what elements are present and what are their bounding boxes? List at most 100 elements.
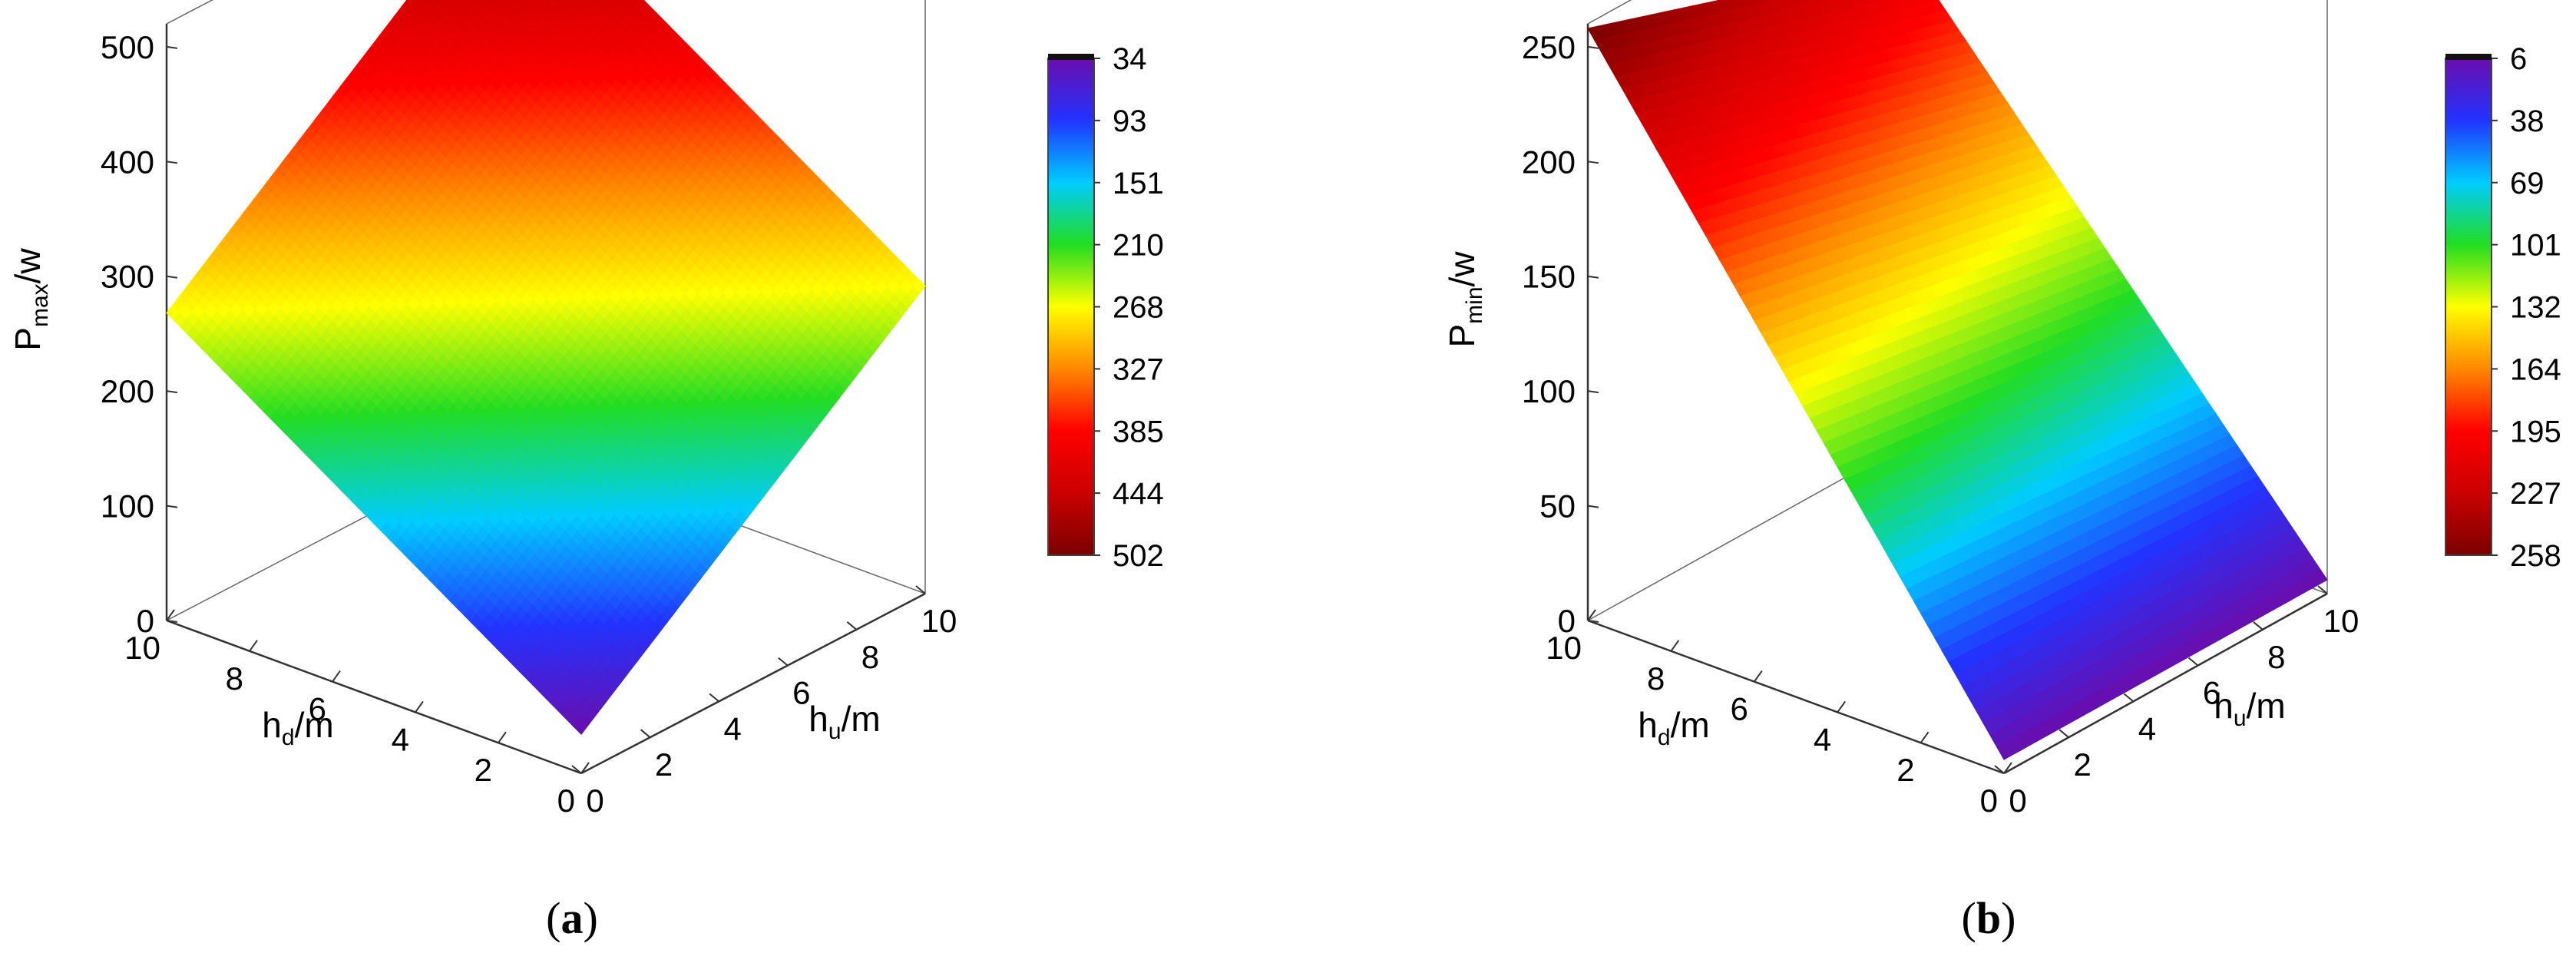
x-tick-label: 10 [1546, 630, 1582, 666]
y-tick-label: 2 [655, 746, 673, 783]
colorbar-tick-label: 132 [2510, 291, 2561, 325]
colorbar-tick-label: 327 [1113, 352, 1164, 386]
y-tick-label: 6 [792, 675, 810, 711]
y-tick-label: 0 [586, 783, 603, 819]
x-tick [166, 609, 175, 621]
x-tick-label: 10 [124, 630, 160, 666]
y-tick [2253, 621, 2264, 630]
z-tick-label: 500 [101, 29, 154, 65]
z-tick-label: 0 [1558, 603, 1576, 639]
colorbar-tick-label: 38 [2510, 104, 2545, 138]
x-tick [332, 670, 341, 683]
z-tick [166, 390, 178, 394]
y-tick [709, 693, 719, 703]
z-tick-label: 250 [1522, 29, 1576, 65]
colorbar [2445, 58, 2492, 556]
y-tick-label: 10 [921, 603, 957, 639]
x-axis-label: hd/m [1638, 705, 1709, 750]
colorbar-tick-label: 69 [2510, 167, 2545, 200]
y-tick-label: 0 [2009, 783, 2026, 819]
x-axis-label: hd/m [262, 705, 333, 750]
z-tick-label: 0 [137, 603, 154, 639]
z-tick-label: 300 [101, 259, 154, 295]
z-tick [166, 275, 178, 279]
z-tick-label: 400 [101, 144, 154, 180]
x-tick-label: 4 [392, 721, 409, 757]
y-tick-label: 2 [2074, 746, 2092, 783]
x-tick [2003, 762, 2012, 774]
x-tick [1753, 670, 1763, 683]
colorbar-tick-label: 6 [2510, 42, 2527, 76]
x-tick-label: 6 [309, 691, 326, 727]
z-tick-label: 100 [1522, 373, 1576, 409]
x-tick [1670, 640, 1680, 652]
colorbar-tick-label: 444 [1113, 477, 1164, 511]
y-tick [640, 729, 651, 738]
y-tick [571, 765, 582, 774]
colorbar-tick-label: 34 [1113, 42, 1147, 76]
z-axis-label: Pmin/w [1442, 251, 1487, 348]
z-tick-label: 100 [101, 488, 154, 525]
y-axis-line [2003, 592, 2328, 775]
y-tick [778, 657, 789, 667]
x-tick-label: 8 [226, 660, 243, 697]
x-axis-line [1587, 619, 2005, 775]
y-tick [915, 585, 926, 594]
y-tick [2123, 693, 2135, 703]
z-tick [1587, 160, 1599, 164]
y-tick-label: 4 [2138, 710, 2156, 746]
x-tick [249, 640, 258, 652]
z-tick-label: 50 [1539, 488, 1576, 525]
colorbar-tick-label: 210 [1113, 229, 1164, 263]
z-tick-label: 200 [101, 373, 154, 409]
colorbar-tick-label: 151 [1113, 167, 1164, 200]
z-tick [166, 505, 178, 508]
x-tick [1837, 700, 1847, 713]
z-axis-label: Pmax/w [8, 248, 53, 351]
colorbar [1047, 58, 1095, 556]
z-tick [1587, 390, 1599, 394]
x-tick [498, 731, 507, 743]
colorbar-tick-label: 101 [2510, 229, 2561, 263]
colorbar-tick-label: 227 [2510, 477, 2561, 511]
x-tick-label: 6 [1730, 691, 1748, 727]
colorbar-tick-label: 268 [1113, 291, 1164, 325]
x-tick-label: 0 [1980, 783, 1998, 819]
z-tick [166, 160, 178, 164]
z-tick-label: 200 [1522, 144, 1576, 180]
x-tick-label: 2 [1896, 752, 1914, 788]
z-tick-label: 150 [1522, 259, 1576, 295]
x-tick [1587, 609, 1596, 621]
colorbar-tick-label: 502 [1113, 539, 1164, 573]
colorbar-tick-label: 385 [1113, 415, 1164, 448]
x-axis-line [166, 619, 582, 775]
colorbar-tick-label: 195 [2510, 415, 2561, 448]
y-axis-label: hu/m [2214, 686, 2285, 731]
z-tick [1587, 620, 1599, 623]
y-tick [2058, 729, 2069, 738]
x-tick [415, 700, 424, 713]
surface [1587, 0, 2328, 760]
x-tick-label: 2 [475, 752, 492, 788]
z-tick [166, 620, 178, 623]
x-tick [580, 762, 590, 774]
panel-caption: (a) [546, 893, 598, 943]
colorbar-tick-label: 164 [2510, 352, 2561, 386]
x-tick-label: 8 [1647, 660, 1665, 697]
y-tick-label: 8 [2267, 639, 2285, 675]
y-axis-line [580, 592, 926, 775]
y-tick [2317, 585, 2328, 594]
y-tick-label: 10 [2323, 603, 2359, 639]
z-tick [1587, 45, 1599, 49]
x-tick-label: 4 [1814, 721, 1831, 757]
y-tick-label: 4 [724, 710, 742, 746]
y-tick [2187, 657, 2199, 667]
z-tick [1587, 275, 1599, 279]
surface [166, 0, 926, 735]
colorbar-tick-label: 93 [1113, 104, 1147, 138]
colorbar-tick-label: 258 [2510, 539, 2561, 573]
y-axis-label: hu/m [809, 699, 880, 744]
panel-caption: (b) [1962, 893, 2016, 943]
